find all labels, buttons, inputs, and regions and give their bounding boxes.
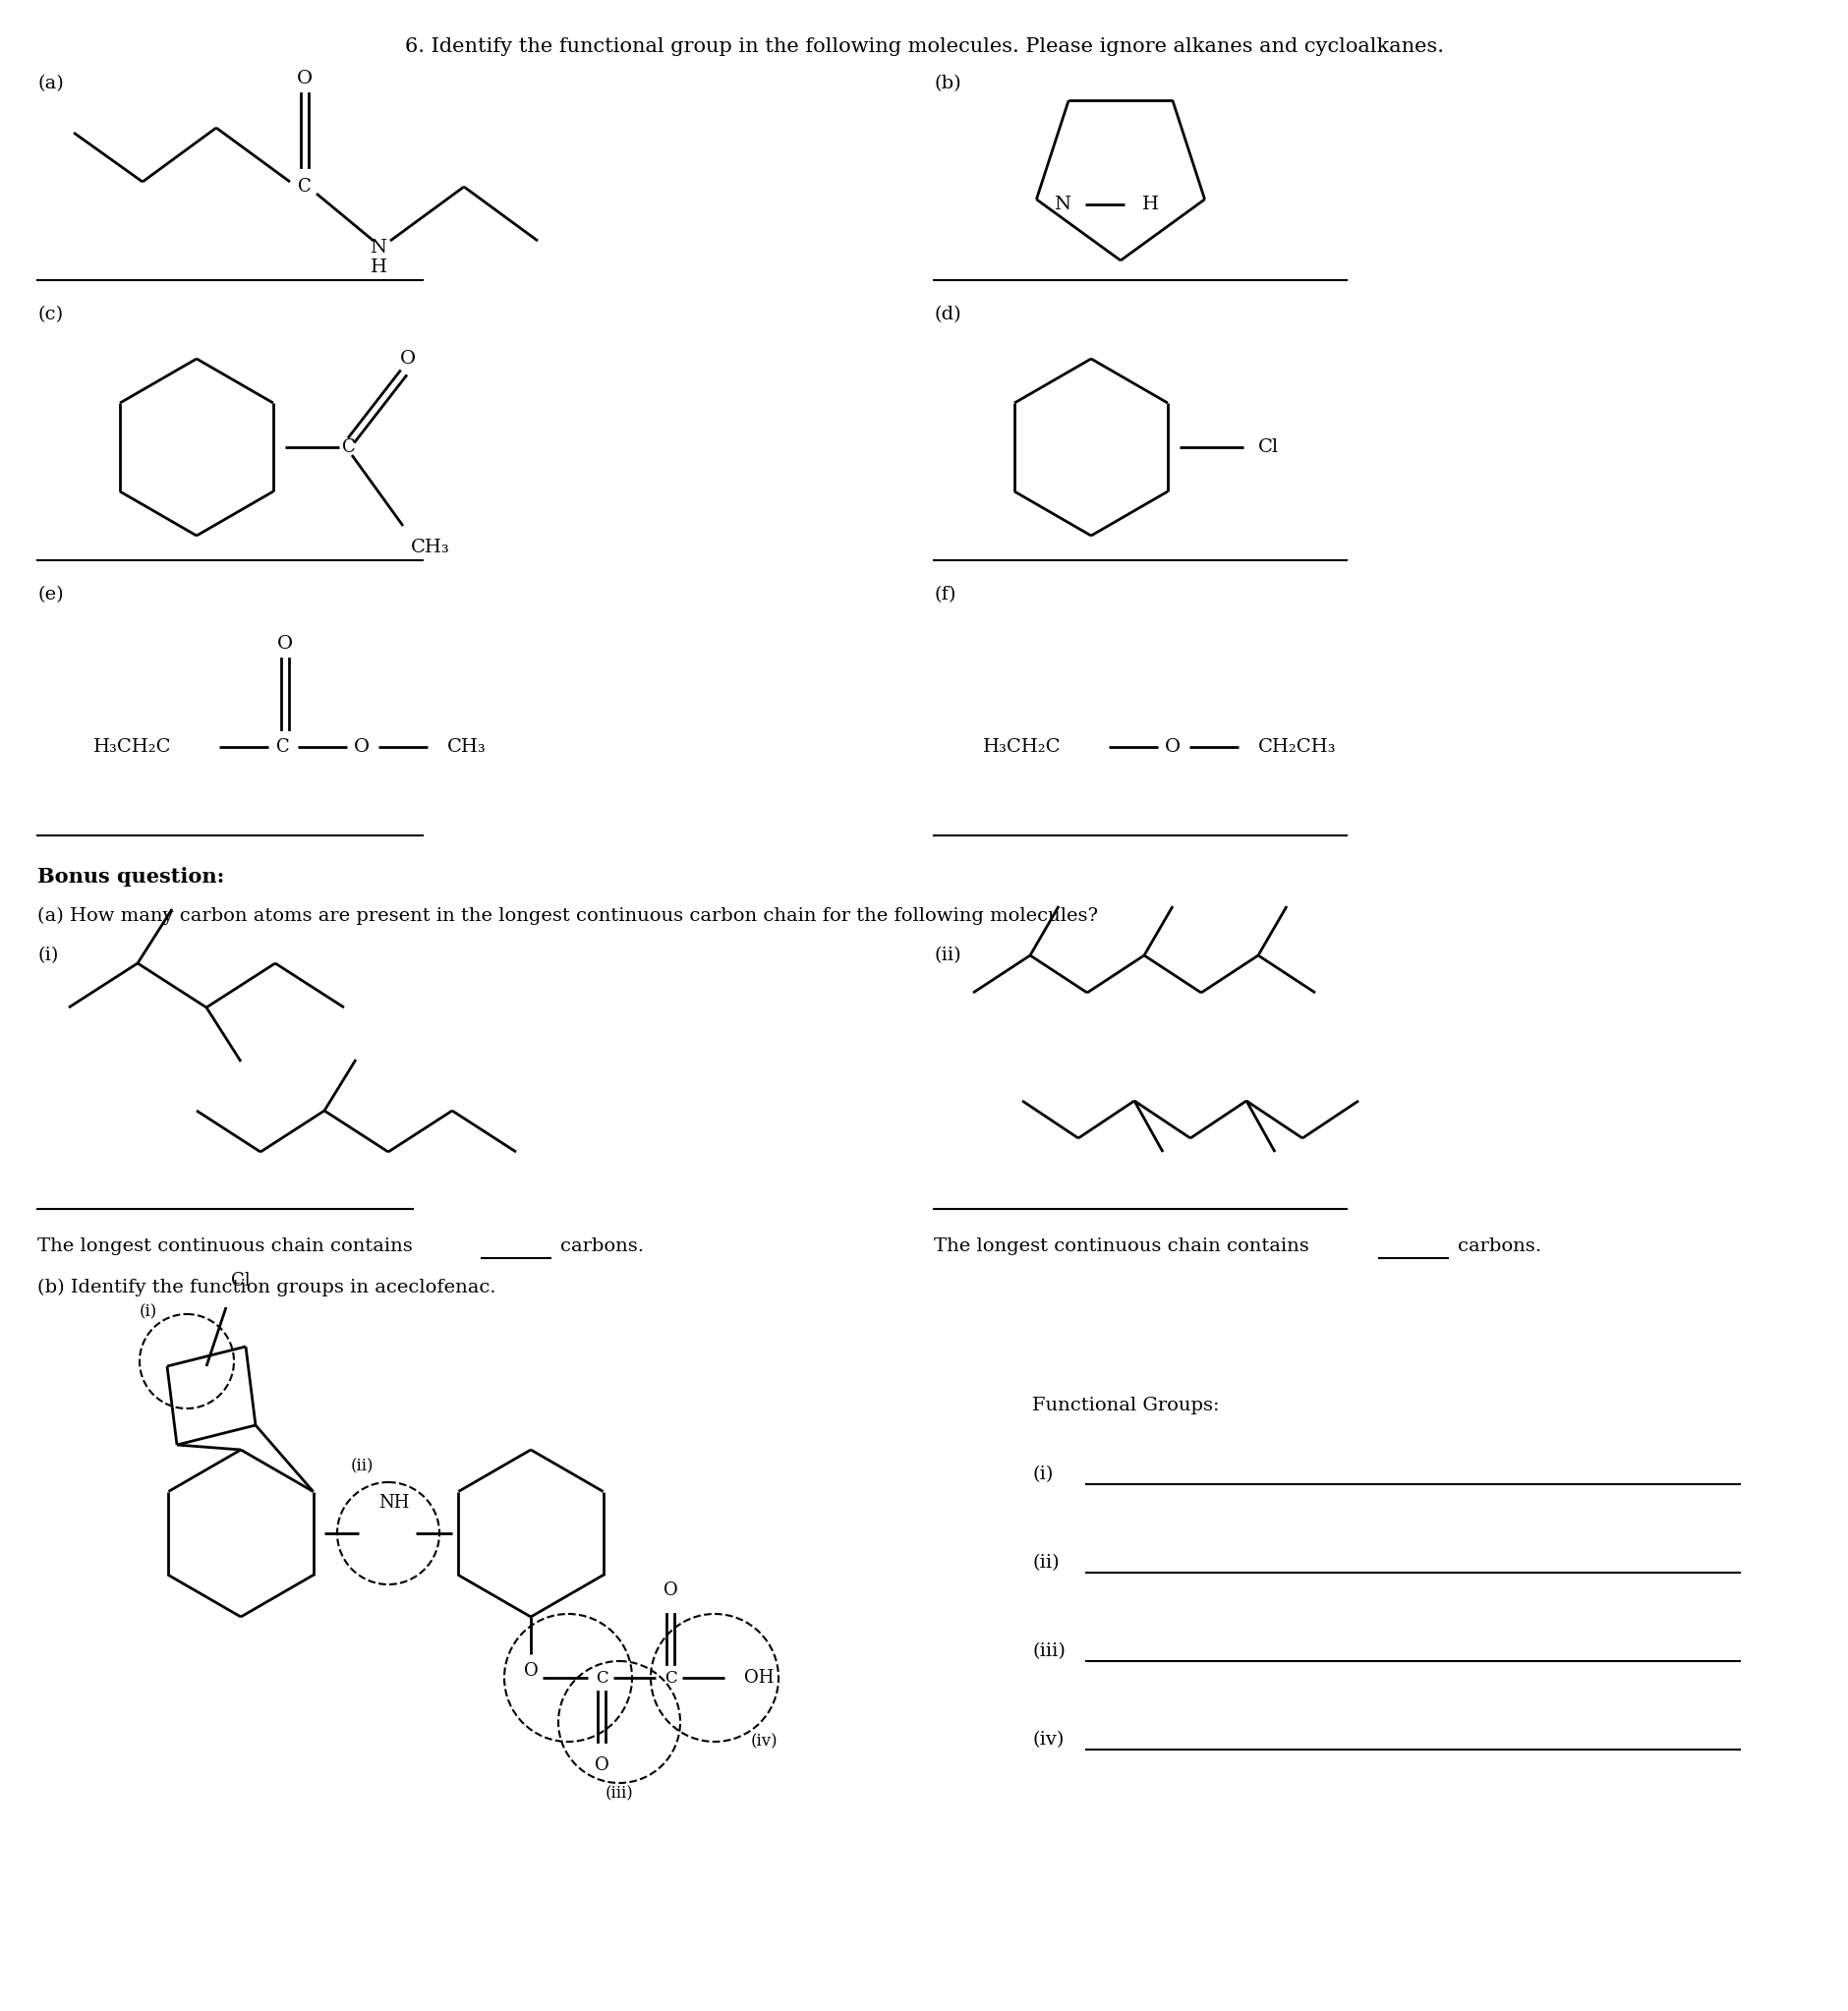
Text: 6. Identify the functional group in the following molecules. Please ignore alkan: 6. Identify the functional group in the … xyxy=(405,38,1443,56)
Text: (iii): (iii) xyxy=(1033,1643,1066,1661)
Text: O: O xyxy=(277,635,294,654)
Text: (a): (a) xyxy=(37,74,63,93)
Text: The longest continuous chain contains: The longest continuous chain contains xyxy=(37,1237,412,1255)
Text: (ii): (ii) xyxy=(933,947,961,963)
Text: O: O xyxy=(1164,738,1181,756)
Text: (f): (f) xyxy=(933,585,955,603)
Text: (iv): (iv) xyxy=(750,1733,778,1750)
Text: carbons.: carbons. xyxy=(560,1237,643,1255)
Text: NH: NH xyxy=(379,1494,408,1512)
Text: (iii): (iii) xyxy=(604,1786,634,1802)
Text: C: C xyxy=(342,438,355,456)
Text: H: H xyxy=(1142,195,1159,213)
Text: O: O xyxy=(663,1581,678,1599)
Text: C: C xyxy=(298,177,312,195)
Text: (b) Identify the function groups in aceclofenac.: (b) Identify the function groups in acec… xyxy=(37,1279,495,1297)
Text: C: C xyxy=(595,1669,608,1685)
Text: H: H xyxy=(370,259,386,276)
Text: O: O xyxy=(595,1756,608,1774)
Text: H₃CH₂C: H₃CH₂C xyxy=(94,738,172,756)
Text: (b): (b) xyxy=(933,74,961,93)
Text: C: C xyxy=(277,738,290,756)
Text: Bonus question:: Bonus question: xyxy=(37,867,224,887)
Text: H₃CH₂C: H₃CH₂C xyxy=(983,738,1061,756)
Text: The longest continuous chain contains: The longest continuous chain contains xyxy=(933,1237,1308,1255)
Text: N: N xyxy=(1053,195,1070,213)
Text: Cl: Cl xyxy=(231,1271,249,1289)
Text: O: O xyxy=(353,738,370,756)
Text: CH₃: CH₃ xyxy=(410,539,449,557)
Text: (d): (d) xyxy=(933,306,961,324)
Text: (ii): (ii) xyxy=(1033,1555,1059,1573)
Text: C: C xyxy=(663,1669,676,1685)
Text: (c): (c) xyxy=(37,306,63,324)
Text: OH: OH xyxy=(745,1669,774,1687)
Text: CH₃: CH₃ xyxy=(447,738,486,756)
Text: O: O xyxy=(523,1661,538,1679)
Text: (i): (i) xyxy=(140,1303,157,1321)
Text: (ii): (ii) xyxy=(349,1458,373,1474)
Text: (i): (i) xyxy=(1033,1466,1053,1484)
Text: (a) How many carbon atoms are present in the longest continuous carbon chain for: (a) How many carbon atoms are present in… xyxy=(37,907,1098,925)
Text: Functional Groups:: Functional Groups: xyxy=(1033,1398,1220,1414)
Text: O: O xyxy=(298,70,312,86)
Text: N: N xyxy=(370,239,386,257)
Text: O: O xyxy=(399,350,416,368)
Text: (e): (e) xyxy=(37,585,63,603)
Text: carbons.: carbons. xyxy=(1458,1237,1541,1255)
Text: CH₂CH₃: CH₂CH₃ xyxy=(1258,738,1336,756)
Text: (i): (i) xyxy=(37,947,59,963)
Text: (iv): (iv) xyxy=(1033,1731,1064,1750)
Text: Cl: Cl xyxy=(1258,438,1279,456)
